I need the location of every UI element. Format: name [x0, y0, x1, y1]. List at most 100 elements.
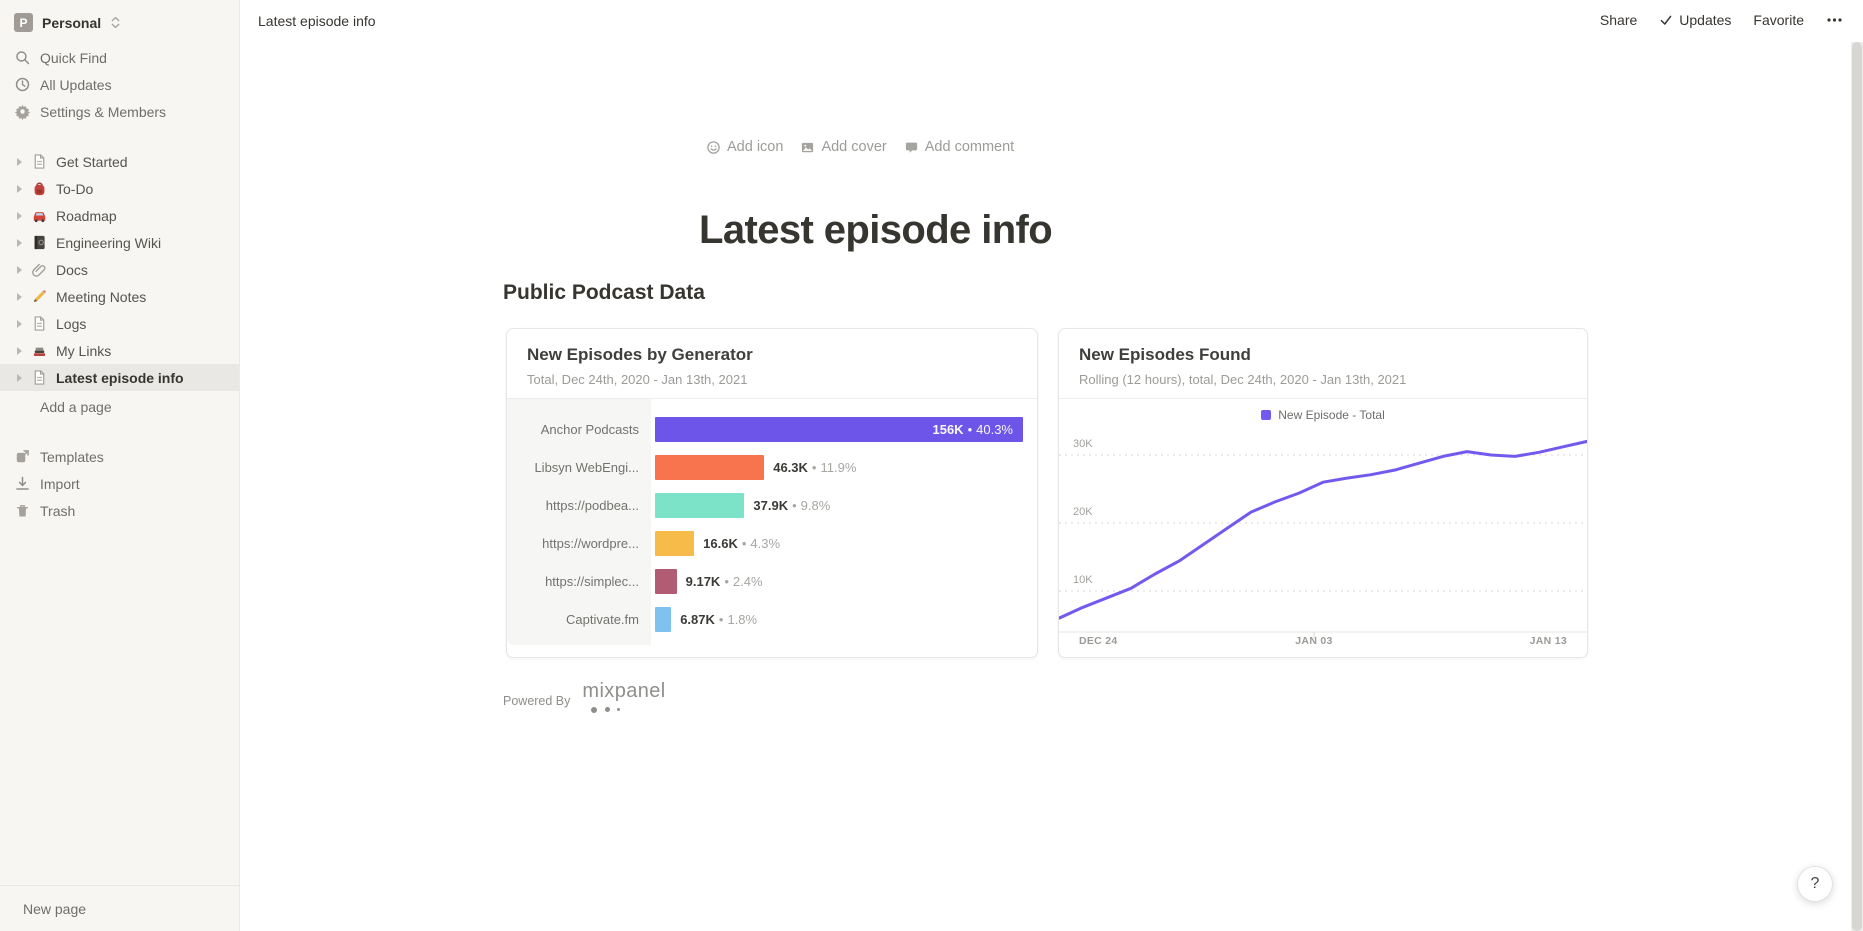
- import-icon: [14, 475, 31, 492]
- favorite-button[interactable]: Favorite: [1753, 12, 1804, 28]
- comment-icon: [904, 140, 919, 155]
- toggle-triangle-icon[interactable]: [17, 346, 22, 355]
- sidebar-page-docs[interactable]: Docs: [0, 256, 239, 283]
- mixpanel-logo-dot: [591, 707, 597, 713]
- powered-by-label: Powered By: [503, 694, 571, 708]
- bar-chart-subtitle: Total, Dec 24th, 2020 - Jan 13th, 2021: [527, 372, 748, 387]
- sidebar-item-all-updates[interactable]: All Updates: [0, 71, 239, 98]
- toggle-triangle-icon[interactable]: [17, 184, 22, 193]
- smiley-icon: [706, 140, 721, 155]
- bar-row: https://podbea... 37.9K • 9.8%: [507, 487, 1037, 525]
- pencil-icon: [31, 288, 48, 305]
- bar-category-label: Anchor Podcasts: [540, 422, 639, 437]
- sidebar-page-roadmap[interactable]: Roadmap: [0, 202, 239, 229]
- toggle-triangle-icon[interactable]: [17, 238, 22, 247]
- new-page-label: New page: [23, 900, 87, 917]
- bar-value-label: 16.6K • 4.3%: [703, 536, 781, 551]
- sidebar-item-import[interactable]: Import: [0, 470, 239, 497]
- line-chart-card[interactable]: New Episodes Found Rolling (12 hours), t…: [1058, 328, 1588, 658]
- toggle-triangle-icon[interactable]: [17, 211, 22, 220]
- add-icon-button[interactable]: Add icon: [706, 139, 783, 155]
- add-icon-label: Add icon: [727, 139, 784, 155]
- bar[interactable]: 156K • 40.3%: [655, 417, 1023, 442]
- bar-row: https://wordpre... 16.6K • 4.3%: [507, 525, 1037, 563]
- bar-value-label-wrap: 16.6K • 4.3%: [703, 525, 780, 563]
- sidebar-page-to-do[interactable]: To-Do: [0, 175, 239, 202]
- sidebar-item-quick-find[interactable]: Quick Find: [0, 44, 239, 71]
- updates-button[interactable]: Updates: [1659, 12, 1731, 28]
- card-header-divider: [1059, 398, 1587, 399]
- add-a-page-button[interactable]: Add a page: [0, 393, 239, 420]
- line-chart-title: New Episodes Found: [1079, 345, 1251, 364]
- topbar-actions: Share Updates Favorite: [1600, 12, 1843, 28]
- page-title[interactable]: Latest episode info: [699, 207, 1053, 252]
- legend-swatch: [1261, 410, 1272, 420]
- sidebar-page-logs[interactable]: Logs: [0, 310, 239, 337]
- bar-chart-card[interactable]: New Episodes by Generator Total, Dec 24t…: [506, 328, 1038, 658]
- sidebar-item-label: Import: [40, 475, 80, 492]
- line-series-new-episode-total[interactable]: [1059, 439, 1587, 620]
- page-decoration-actions: Add icon Add cover Add comment: [706, 139, 1014, 155]
- sidebar-spacer: [0, 524, 239, 885]
- bar-value-label-wrap: 46.3K • 11.9%: [773, 449, 856, 487]
- plus-icon: [14, 398, 31, 415]
- notebook-icon: [31, 234, 48, 251]
- sidebar-item-label: All Updates: [40, 76, 112, 93]
- sidebar-page-engineering-wiki[interactable]: Engineering Wiki: [0, 229, 239, 256]
- sidebar-item-label: Templates: [40, 448, 104, 465]
- sidebar-page-get-started[interactable]: Get Started: [0, 148, 239, 175]
- sidebar-page-label: Docs: [56, 261, 88, 278]
- toggle-triangle-icon[interactable]: [17, 292, 22, 301]
- add-comment-button[interactable]: Add comment: [904, 139, 1014, 155]
- sidebar-page-label: Latest episode info: [56, 369, 184, 386]
- sidebar-page-label: Roadmap: [56, 207, 117, 224]
- bar[interactable]: [655, 493, 745, 518]
- x-tick-label: DEC 24: [1079, 635, 1118, 647]
- help-button[interactable]: ?: [1797, 866, 1833, 902]
- scrollbar[interactable]: [1851, 42, 1863, 931]
- bar[interactable]: [655, 607, 672, 632]
- mixpanel-logo: mixpanel: [582, 680, 666, 702]
- line-chart-plot[interactable]: [1059, 426, 1587, 638]
- sidebar-page-label: Engineering Wiki: [56, 234, 162, 251]
- bar[interactable]: [655, 569, 677, 594]
- sidebar-item-templates[interactable]: Templates: [0, 443, 239, 470]
- scrollbar-thumb[interactable]: [1852, 42, 1862, 931]
- sidebar-page-meeting-notes[interactable]: Meeting Notes: [0, 283, 239, 310]
- bar[interactable]: [655, 531, 695, 556]
- sidebar-page-latest-episode-info[interactable]: Latest episode info: [0, 364, 239, 391]
- workspace-switcher[interactable]: P Personal: [0, 0, 239, 44]
- powered-by-mixpanel[interactable]: Powered By mixpanel: [503, 680, 666, 713]
- sidebar-page-label: Meeting Notes: [56, 288, 147, 305]
- y-tick-label: 10K: [1073, 574, 1093, 586]
- bar-value-label: 46.3K • 11.9%: [773, 460, 857, 475]
- bar-category-label: https://podbea...: [545, 498, 639, 513]
- share-button[interactable]: Share: [1599, 12, 1638, 28]
- x-tick-label: JAN 03: [1295, 635, 1333, 647]
- breadcrumb[interactable]: Latest episode info: [258, 13, 376, 29]
- more-options-button[interactable]: [1826, 12, 1843, 28]
- sidebar-item-settings-members[interactable]: Settings & Members: [0, 98, 239, 125]
- search-icon: [14, 49, 31, 66]
- toggle-triangle-icon[interactable]: [17, 157, 22, 166]
- toggle-triangle-icon[interactable]: [17, 373, 22, 382]
- bar-category-label: Captivate.fm: [566, 612, 639, 627]
- sidebar-page-my-links[interactable]: My Links: [0, 337, 239, 364]
- template-icon: [14, 448, 31, 465]
- sidebar-item-label: Settings & Members: [40, 103, 167, 120]
- bar-value-label: 9.17K • 2.4%: [685, 574, 763, 589]
- section-heading[interactable]: Public Podcast Data: [503, 281, 705, 305]
- books-icon: [31, 342, 48, 359]
- toggle-triangle-icon[interactable]: [17, 319, 22, 328]
- new-page-button[interactable]: New page: [0, 885, 239, 931]
- bar[interactable]: [655, 455, 765, 480]
- bar-value-label-wrap: 9.17K • 2.4%: [686, 563, 763, 601]
- card-header-divider: [507, 398, 1037, 399]
- sidebar-item-trash[interactable]: Trash: [0, 497, 239, 524]
- add-cover-button[interactable]: Add cover: [800, 139, 887, 155]
- gear-icon: [14, 103, 31, 120]
- paperclip-icon: [31, 261, 48, 278]
- bar-chart-rows: Anchor Podcasts 156K • 40.3% Libsyn WebEngi.…: [507, 411, 1037, 639]
- toggle-triangle-icon[interactable]: [17, 265, 22, 274]
